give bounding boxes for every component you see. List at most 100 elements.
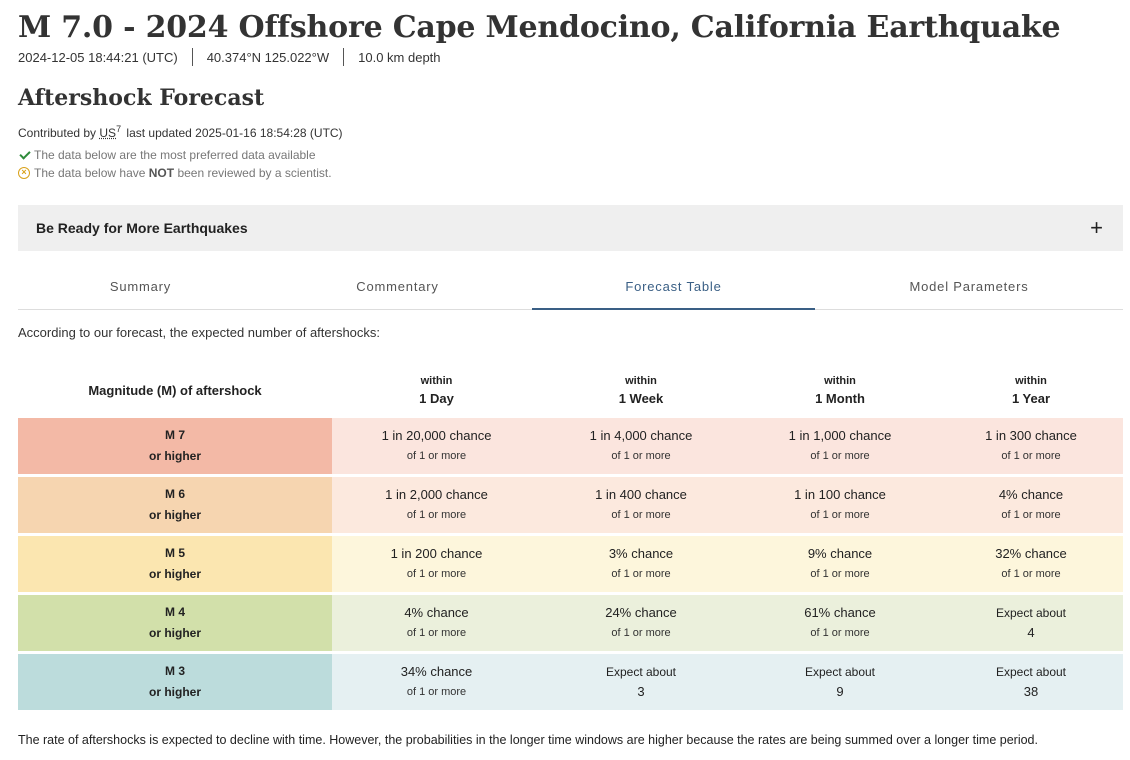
status-review-bold: NOT <box>148 166 175 180</box>
chance-qualifier: of 1 or more <box>611 568 671 580</box>
chance-text: 1 in 4,000 chance <box>589 428 693 443</box>
column-period: 1 Year <box>1011 391 1051 406</box>
forecast-intro: According to our forecast, the expected … <box>18 325 381 340</box>
forecast-cell: Expect about 3 <box>541 654 741 710</box>
forecast-cell: 1 in 200 chance of 1 or more <box>332 536 541 592</box>
section-title: Aftershock Forecast <box>18 85 265 111</box>
chance-text: 9% chance <box>807 546 873 561</box>
status-preferred: The data below are the most preferred da… <box>18 148 316 162</box>
chance-text: 4% chance <box>404 605 469 620</box>
forecast-cell: 34% chance of 1 or more <box>332 654 541 710</box>
column-header-year: within 1 Year <box>939 373 1123 407</box>
chance-qualifier: of 1 or more <box>1001 450 1061 462</box>
forecast-cell: 9% chance of 1 or more <box>741 536 939 592</box>
chance-text: 1 in 300 chance <box>985 428 1077 443</box>
meta-divider <box>343 48 345 66</box>
chance-qualifier: of 1 or more <box>810 568 870 580</box>
meta-divider <box>191 48 193 66</box>
chance-text: 34% chance <box>400 664 473 679</box>
status-review-suffix: been reviewed by a scientist. <box>177 166 332 180</box>
table-row: M 7 or higher 1 in 20,000 chance of 1 or mo… <box>18 418 1123 474</box>
chance-text: 32% chance <box>995 546 1067 561</box>
accordion-label: Be Ready for More Earthquakes <box>36 220 248 236</box>
column-header-day: within 1 Day <box>332 373 541 407</box>
forecast-cell: 1 in 300 chance of 1 or more <box>939 418 1123 474</box>
forecast-cell: 1 in 2,000 chance of 1 or more <box>332 477 541 533</box>
forecast-cell: Expect about 4 <box>939 595 1123 651</box>
forecast-footnote: The rate of aftershocks is expected to d… <box>18 733 1038 747</box>
table-row: M 3 or higher 34% chance of 1 or more Expect… <box>18 654 1123 710</box>
chance-text: 24% chance <box>605 605 677 620</box>
chance-text: 1 in 20,000 chance <box>381 428 492 443</box>
forecast-cell: 32% chance of 1 or more <box>939 536 1123 592</box>
chance-qualifier: of 1 or more <box>406 450 467 462</box>
forecast-cell: 4% chance of 1 or more <box>939 477 1123 533</box>
chance-qualifier: of 1 or more <box>406 568 467 580</box>
expect-label: Expect about <box>995 664 1067 679</box>
status-review-prefix: The data below have <box>34 166 146 180</box>
magnitude-label: M 3 <box>164 664 185 678</box>
chance-qualifier: of 1 or more <box>1001 509 1061 521</box>
magnitude-cell: M 5 or higher <box>18 536 332 592</box>
column-period: 1 Week <box>618 391 664 406</box>
status-preferred-text: The data below are the most preferred da… <box>34 148 316 162</box>
event-meta: 2024-12-05 18:44:21 (UTC) 40.374°N 125.0… <box>18 48 441 66</box>
table-row: M 5 or higher 1 in 200 chance of 1 or more 3… <box>18 536 1123 592</box>
tab-model-parameters[interactable]: Model Parameters <box>909 279 1029 294</box>
chance-qualifier: of 1 or more <box>810 627 870 639</box>
expect-label: Expect about <box>605 664 677 679</box>
plus-icon[interactable]: + <box>1090 215 1103 240</box>
table-row: M 6 or higher 1 in 2,000 chance of 1 or mor… <box>18 477 1123 533</box>
magnitude-cell: M 3 or higher <box>18 654 332 710</box>
event-depth: 10.0 km depth <box>358 49 441 65</box>
forecast-cells: 1 in 200 chance of 1 or more 3% chance of 1… <box>332 536 1123 592</box>
forecast-tabs: Summary Commentary Forecast Table Model … <box>18 266 1123 310</box>
forecast-table-header: Magnitude (M) of aftershock within 1 Day… <box>18 362 1123 418</box>
network-link[interactable]: US <box>99 126 117 140</box>
be-ready-accordion[interactable]: Be Ready for More Earthquakes + <box>18 205 1123 251</box>
contributor-line: Contributed by US7 last updated 2025-01-… <box>18 124 343 140</box>
status-review: × The data below have NOT been reviewed … <box>18 166 332 180</box>
forecast-cell: 1 in 1,000 chance of 1 or more <box>741 418 939 474</box>
event-title: M 7.0 - 2024 Offshore Cape Mendocino, Ca… <box>18 10 1061 45</box>
magnitude-header: Magnitude (M) of aftershock <box>88 382 262 398</box>
chance-text: 1 in 1,000 chance <box>788 428 892 443</box>
column-period: 1 Day <box>419 391 454 406</box>
column-within: within <box>824 375 856 387</box>
column-within: within <box>625 375 657 387</box>
forecast-cell: 1 in 4,000 chance of 1 or more <box>541 418 741 474</box>
forecast-cell: 3% chance of 1 or more <box>541 536 741 592</box>
chance-text: 1 in 100 chance <box>794 487 886 502</box>
chance-text: 4% chance <box>998 487 1064 502</box>
magnitude-qualifier: or higher <box>148 449 201 463</box>
forecast-cells: 1 in 20,000 chance of 1 or more 1 in 4,000… <box>332 418 1123 474</box>
chance-qualifier: of 1 or more <box>406 509 467 521</box>
table-row: M 4 or higher 4% chance of 1 or more 24% cha… <box>18 595 1123 651</box>
check-icon <box>18 149 30 161</box>
network-sup[interactable]: 7 <box>116 124 122 134</box>
forecast-cell: 1 in 20,000 chance of 1 or more <box>332 418 541 474</box>
magnitude-cell: M 4 or higher <box>18 595 332 651</box>
chance-text: 3% chance <box>608 546 674 561</box>
magnitude-cell: M 7 or higher <box>18 418 332 474</box>
chance-qualifier: of 1 or more <box>810 450 870 462</box>
magnitude-label: M 7 <box>164 428 185 442</box>
chance-qualifier: of 1 or more <box>611 509 671 521</box>
forecast-cell: Expect about 9 <box>741 654 939 710</box>
forecast-cell: Expect about 38 <box>939 654 1123 710</box>
contributed-prefix: Contributed by <box>18 126 97 140</box>
chance-qualifier: of 1 or more <box>406 627 467 639</box>
chance-text: 1 in 400 chance <box>595 487 687 502</box>
column-within: within <box>1015 375 1047 387</box>
tab-summary[interactable]: Summary <box>109 279 172 294</box>
magnitude-qualifier: or higher <box>148 685 201 699</box>
forecast-cells: 34% chance of 1 or more Expect about 3 Expec… <box>332 654 1123 710</box>
expect-label: Expect about <box>995 605 1067 620</box>
forecast-cell: 1 in 100 chance of 1 or more <box>741 477 939 533</box>
chance-qualifier: of 1 or more <box>611 627 671 639</box>
forecast-cell: 61% chance of 1 or more <box>741 595 939 651</box>
magnitude-cell: M 6 or higher <box>18 477 332 533</box>
tab-forecast-table[interactable]: Forecast Table <box>532 266 815 310</box>
magnitude-label: M 4 <box>164 605 185 619</box>
tab-commentary[interactable]: Commentary <box>356 279 439 294</box>
